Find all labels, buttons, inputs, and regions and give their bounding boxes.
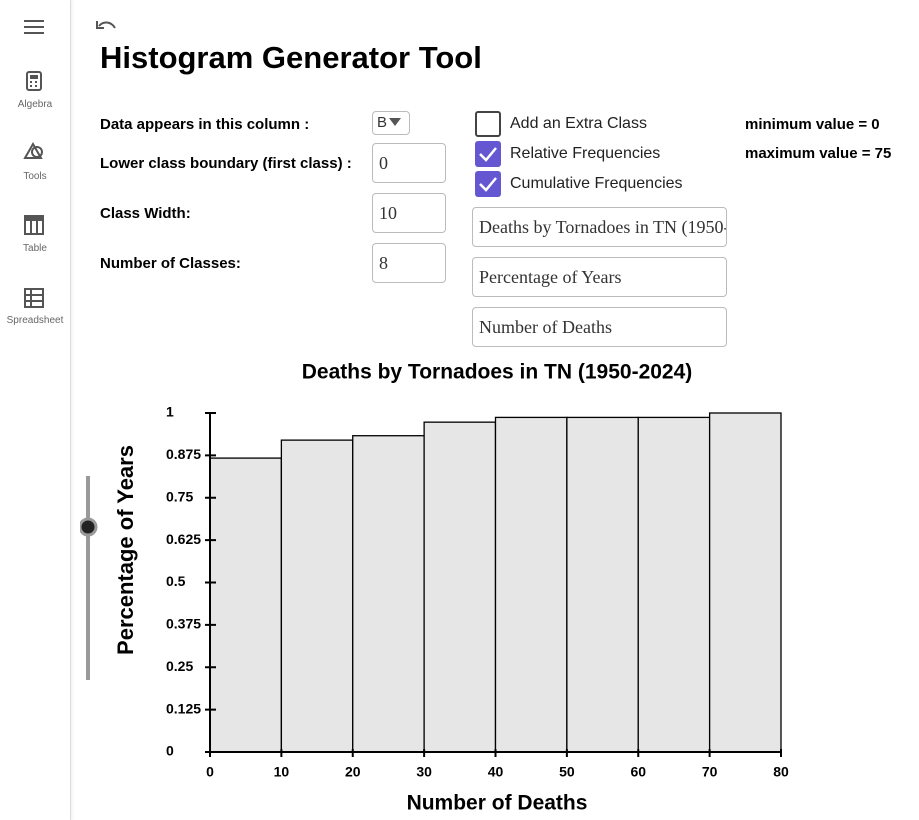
checkbox-label: Cumulative Frequencies <box>510 175 683 192</box>
x-tick-label: 50 <box>559 764 575 780</box>
column-dropdown[interactable]: B <box>372 111 410 135</box>
menu-icon[interactable] <box>23 19 45 35</box>
bar <box>280 439 354 753</box>
y-tick-label: 0.75 <box>166 488 193 504</box>
dropdown-arrow <box>389 118 402 126</box>
x-tick-label: 40 <box>488 764 504 780</box>
text-input[interactable]: Number of Deaths <box>472 307 727 347</box>
control-label: Number of Classes: <box>100 255 241 272</box>
chart-title: Deaths by Tornadoes in TN (1950-2024) <box>302 361 693 384</box>
tools-icon[interactable] <box>23 142 45 162</box>
bar <box>494 416 568 753</box>
checkbox[interactable] <box>475 171 501 197</box>
x-tick-label: 60 <box>630 764 646 780</box>
dropdown-value: B <box>377 114 388 131</box>
x-tick-label: 30 <box>416 764 432 780</box>
table-icon[interactable] <box>24 215 44 235</box>
checkmark <box>479 177 497 192</box>
y-tick-label: 0.375 <box>166 616 201 632</box>
sidebar-item[interactable]: Algebra <box>17 99 53 110</box>
control-label: Data appears in this column : <box>100 116 310 133</box>
bar <box>352 435 425 753</box>
y-tick-label: 0.125 <box>166 700 201 716</box>
sidebar-item[interactable]: Tools <box>23 171 47 182</box>
bar <box>708 412 782 753</box>
y-tick-label: 0.25 <box>166 658 193 674</box>
sidebar: Algebra Tools Table Spreadsheet <box>0 0 71 820</box>
x-tick-label: 20 <box>345 764 361 780</box>
text-input[interactable]: 10 <box>372 193 446 233</box>
undo-button[interactable] <box>95 18 119 36</box>
stat-text: minimum value = 0 <box>745 116 880 133</box>
x-tick-label: 80 <box>773 764 789 780</box>
x-axis-label: Number of Deaths <box>407 792 588 815</box>
bar <box>209 457 283 753</box>
checkmark <box>479 147 497 162</box>
bar <box>637 416 711 753</box>
text-input[interactable]: Percentage of Years <box>472 257 727 297</box>
sidebar-item[interactable]: Table <box>23 243 47 254</box>
x-tick-label: 10 <box>274 764 290 780</box>
algebra-icon[interactable] <box>26 71 42 91</box>
y-tick-label: 1 <box>166 404 174 420</box>
spreadsheet-icon[interactable] <box>24 288 44 308</box>
checkbox[interactable] <box>475 141 501 167</box>
checkbox-label: Relative Frequencies <box>510 145 661 162</box>
slider <box>80 476 98 680</box>
control-label: Lower class boundary (first class) : <box>100 155 352 172</box>
y-tick-label: 0.625 <box>166 531 201 547</box>
sidebar-item[interactable]: Spreadsheet <box>6 315 64 326</box>
bar <box>423 421 497 753</box>
text-input[interactable]: Deaths by Tornadoes in TN (1950-2024) <box>472 207 727 247</box>
x-tick-label: 70 <box>702 764 718 780</box>
text-input[interactable]: 0 <box>372 143 446 183</box>
y-axis-label: Percentage of Years <box>113 445 138 655</box>
control-label: Class Width: <box>100 205 191 222</box>
y-tick-label: 0.875 <box>166 446 201 462</box>
y-tick-label: 0.5 <box>166 573 186 589</box>
bar <box>566 416 639 753</box>
x-tick-label: 0 <box>206 764 214 780</box>
slider-knob[interactable] <box>80 517 98 537</box>
checkbox[interactable] <box>475 111 501 137</box>
y-tick-label: 0 <box>166 743 174 759</box>
app-title: Histogram Generator Tool <box>100 40 482 75</box>
stat-text: maximum value = 75 <box>745 145 892 162</box>
text-input[interactable]: 8 <box>372 243 446 283</box>
checkbox-label: Add an Extra Class <box>510 115 647 132</box>
